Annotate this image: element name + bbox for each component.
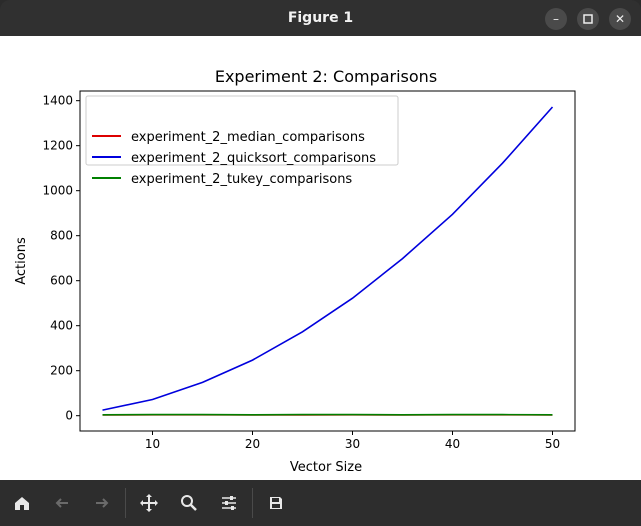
window-title: Figure 1 — [287, 10, 354, 26]
x-tick-label: 50 — [545, 437, 560, 451]
forward-arrow-icon[interactable] — [90, 491, 114, 515]
x-tick-label: 30 — [345, 437, 360, 451]
navigation-toolbar — [0, 480, 641, 526]
series-line-1 — [102, 106, 554, 411]
y-tick-label: 1200 — [42, 139, 73, 153]
home-icon[interactable] — [10, 491, 34, 515]
legend-box — [85, 95, 399, 166]
toolbar-separator — [125, 488, 126, 518]
legend-label-2: experiment_2_tukey_comparisons — [131, 172, 352, 187]
plot-area — [79, 90, 576, 432]
close-icon[interactable]: ✕ — [609, 8, 631, 30]
zoom-icon[interactable] — [177, 491, 201, 515]
y-tick-label: 1400 — [42, 94, 73, 108]
y-tick-label: 200 — [50, 364, 73, 378]
configure-subplots-icon[interactable] — [217, 491, 241, 515]
legend-label-0: experiment_2_median_comparisons — [131, 130, 365, 145]
x-tick-label: 20 — [245, 437, 260, 451]
y-tick-label: 0 — [65, 409, 73, 423]
maximize-icon[interactable] — [577, 8, 599, 30]
y-axis-label: Actions — [14, 237, 29, 285]
minimize-icon[interactable]: – — [545, 8, 567, 30]
y-tick-label: 1000 — [42, 184, 73, 198]
save-icon[interactable] — [264, 491, 288, 515]
x-tick-label: 40 — [445, 437, 460, 451]
legend: experiment_2_median_comparisons experimen… — [85, 95, 399, 187]
y-tick-label: 400 — [50, 319, 73, 333]
chart-title: Experiment 2: Comparisons — [215, 67, 437, 86]
x-tick-label: 10 — [145, 437, 160, 451]
chart: Experiment 2: Comparisons 10 20 30 40 50 0 20… — [14, 67, 576, 475]
x-axis: 10 20 30 40 50 — [145, 431, 560, 451]
y-tick-label: 800 — [50, 229, 73, 243]
y-axis: 0 200 400 600 800 1000 1200 1400 — [42, 94, 80, 423]
pan-icon[interactable] — [137, 491, 161, 515]
legend-label-1: experiment_2_quicksort_comparisons — [131, 151, 376, 166]
window-titlebar: Figure 1 – ✕ — [0, 0, 641, 36]
series-lines — [102, 106, 554, 416]
x-axis-label: Vector Size — [290, 460, 362, 475]
toolbar-separator — [252, 488, 253, 518]
figure-canvas[interactable]: Experiment 2: Comparisons 10 20 30 40 50 0 20… — [0, 36, 641, 480]
back-arrow-icon[interactable] — [50, 491, 74, 515]
y-tick-label: 600 — [50, 274, 73, 288]
